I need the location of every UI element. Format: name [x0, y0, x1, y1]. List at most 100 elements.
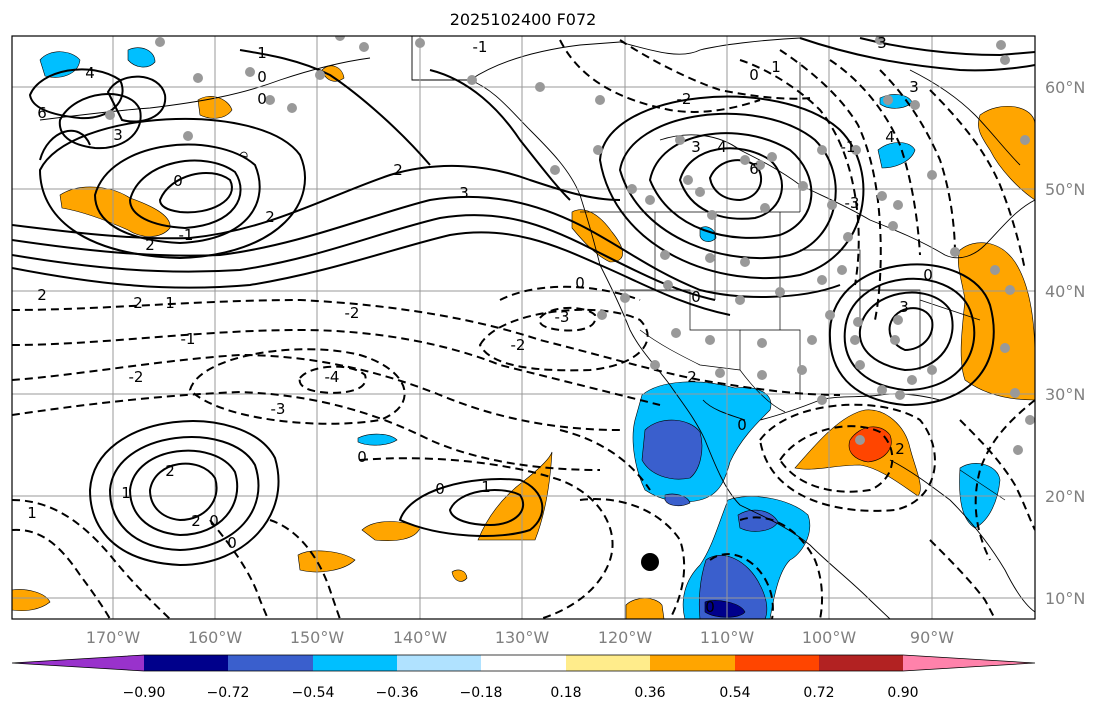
contour-label: 0 — [209, 512, 219, 530]
map-frame — [11, 35, 1036, 620]
lon-label: 170°W — [86, 628, 141, 647]
contours-negative — [12, 39, 1035, 619]
contour-label: -1 — [473, 38, 488, 56]
map-panel: 4 6 3 0 -1 2 2 2 3 2 2 1 -2 -1 -2 -4 -3 … — [12, 34, 1035, 619]
shade-blue — [664, 493, 691, 507]
shade-orange — [625, 597, 665, 619]
colorbar-segment — [313, 655, 397, 671]
shade-cyan — [127, 47, 156, 68]
shade-orange — [297, 550, 356, 573]
colorbar-segment — [228, 655, 313, 671]
contour-label: 0 — [575, 274, 585, 292]
colorbar-right-arrow — [903, 655, 1035, 671]
contour-label: 0 — [227, 534, 237, 552]
shade-navy — [704, 600, 746, 618]
lat-label: 50°N — [1045, 180, 1085, 199]
contour-label: 0 — [435, 480, 445, 498]
contour-label: 0 — [737, 416, 747, 434]
colorbar-tick: 0.54 — [719, 685, 750, 701]
lon-label: 150°W — [290, 628, 345, 647]
contours-positive — [12, 37, 1035, 567]
lon-label: 160°W — [188, 628, 243, 647]
contour-label: 2 — [37, 286, 47, 304]
lat-label: 10°N — [1045, 589, 1085, 608]
contour-label: 2 — [133, 294, 143, 312]
contour-label: 3 — [909, 78, 919, 96]
shade-blue — [641, 419, 703, 480]
colorbar-left-arrow — [12, 655, 144, 671]
lon-label: 110°W — [700, 628, 755, 647]
contour-label: 2 — [145, 236, 155, 254]
longitude-labels: 170°W 160°W 150°W 140°W 130°W 120°W 110°… — [86, 628, 954, 647]
contour-label: -3 — [271, 400, 286, 418]
contour-label: 2 — [393, 161, 403, 179]
latitude-labels: 60°N 50°N 40°N 30°N 20°N 10°N — [1045, 78, 1085, 608]
contour-label: 1 — [771, 58, 781, 76]
colorbar-segment — [397, 655, 481, 671]
contour-label: -4 — [325, 368, 340, 386]
contour-label: 3 — [113, 126, 123, 144]
colorbar-segment — [735, 655, 819, 671]
lon-label: 140°W — [393, 628, 448, 647]
contour-label: -1 — [181, 330, 196, 348]
contour-label: -2 — [345, 304, 360, 322]
contour-label: -2 — [677, 90, 692, 108]
shade-blue — [737, 509, 779, 532]
lon-label: 100°W — [802, 628, 857, 647]
shade-orange — [451, 569, 468, 582]
contour-label: -3 — [555, 308, 570, 326]
lat-label: 60°N — [1045, 78, 1085, 97]
contour-label: 6 — [749, 160, 759, 178]
contour-label: 3 — [899, 298, 909, 316]
lon-label: 90°W — [910, 628, 954, 647]
contour-label: 3 — [459, 184, 469, 202]
contour-label: 4 — [85, 64, 95, 82]
contour-label: -3 — [845, 194, 860, 212]
lat-label: 40°N — [1045, 282, 1085, 301]
contour-label: 0 — [257, 68, 267, 86]
contour-label: 6 — [37, 104, 47, 122]
contour-label: 1 — [257, 44, 267, 62]
shade-cyan — [877, 142, 916, 169]
colorbar-segment — [144, 655, 228, 671]
lat-label: 30°N — [1045, 385, 1085, 404]
contour-label: 0 — [749, 66, 759, 84]
colorbar-tick: −0.36 — [376, 685, 419, 701]
contour-label: 2 — [165, 462, 175, 480]
colorbar-tick: 0.72 — [803, 685, 834, 701]
contour-label: -1 — [841, 138, 856, 156]
contour-label: 0 — [691, 288, 701, 306]
contour-label: 0 — [173, 172, 183, 190]
map-title: 2025102400 F072 — [450, 10, 597, 29]
colorbar-tick: 0.90 — [887, 685, 918, 701]
contour-label: 4 — [885, 128, 895, 146]
contour-labels: 4 6 3 0 -1 2 2 2 3 2 2 1 -2 -1 -2 -4 -3 … — [27, 34, 933, 616]
shade-orange — [978, 106, 1035, 201]
contour-label: -2 — [511, 336, 526, 354]
shade-orange — [571, 209, 623, 263]
colorbar-segment — [819, 655, 903, 671]
black-marker — [641, 553, 659, 571]
contour-label: -1 — [179, 226, 194, 244]
contour-label: 2 — [265, 208, 275, 226]
shade-orange — [12, 589, 51, 612]
contour-label: 1 — [27, 504, 37, 522]
colorbar-tick: −0.72 — [207, 685, 250, 701]
contour-label: 1 — [481, 478, 491, 496]
colorbar-tick-labels: −0.90 −0.72 −0.54 −0.36 −0.18 0.18 0.36 … — [123, 685, 919, 701]
contour-label: 2 — [895, 440, 905, 458]
contour-label: 3 — [877, 34, 887, 52]
contour-label: -2 — [129, 368, 144, 386]
contour-label: 1 — [165, 294, 175, 312]
colorbar-segment — [481, 655, 566, 671]
contour-label: 0 — [257, 90, 267, 108]
contour-label: 1 — [121, 484, 131, 502]
contour-label: 0 — [357, 448, 367, 466]
colorbar-tick: −0.18 — [460, 685, 503, 701]
lon-label: 130°W — [495, 628, 550, 647]
contour-label: 0 — [923, 266, 933, 284]
shade-cyan — [357, 433, 398, 446]
colorbar-tick: 0.36 — [634, 685, 665, 701]
colorbar-tick: −0.90 — [123, 685, 166, 701]
